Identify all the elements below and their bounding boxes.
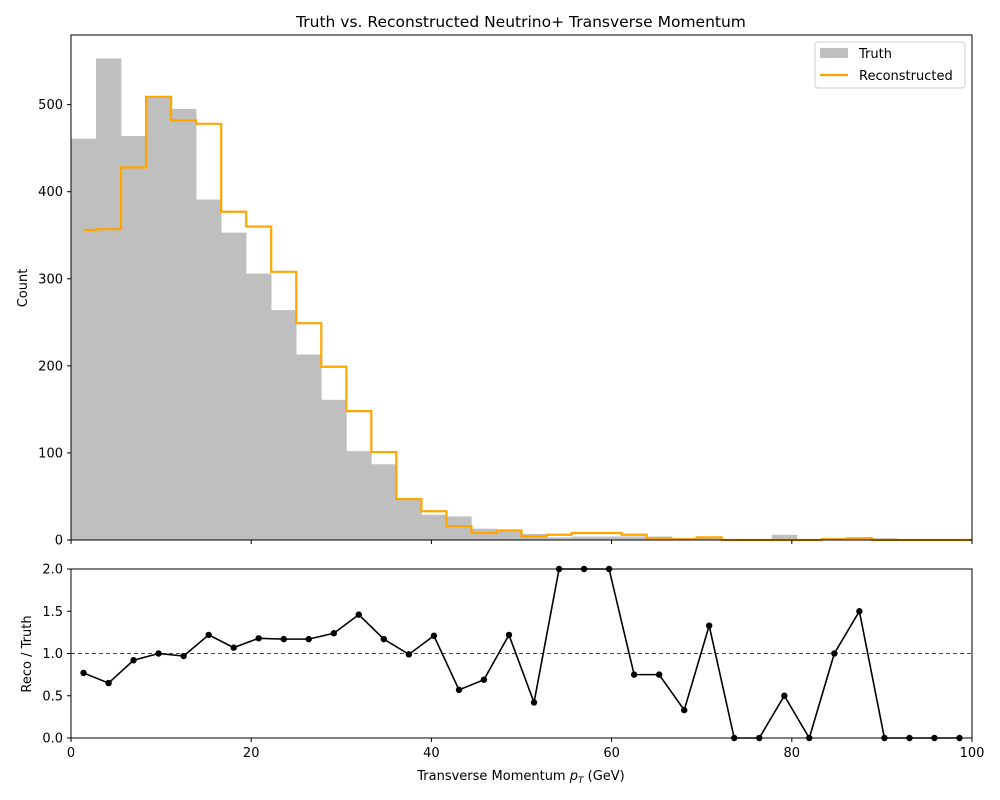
y-tick-label: 0 [55,534,63,549]
ratio-point [255,635,262,642]
y-tick-label: 1.5 [42,605,63,620]
legend-truth-swatch [820,48,848,58]
y-tick-label: 500 [38,98,63,113]
truth-bar [396,499,422,540]
x-axis-label-suffix: (GeV) [584,769,625,784]
truth-bar [71,138,97,541]
truth-bar [571,536,597,540]
x-tick-label: 40 [423,746,440,761]
truth-bar [96,58,122,541]
truth-bar [371,464,397,540]
x-tick-label: 0 [67,746,75,761]
legend-reconstructed-label: Reconstructed [859,69,953,84]
ratio-point [430,632,438,639]
truth-bar [771,534,798,540]
truth-bar [346,451,372,540]
y-tick-label: 0.0 [42,732,63,747]
ratio-point [655,671,663,678]
ratio-point [80,669,87,677]
ratio-point [480,676,488,683]
histogram-x-ticks [70,540,973,544]
truth-bar [696,537,723,540]
truth-bar [471,528,497,540]
ratio-y-axis-label: Reco / Truth [20,615,35,692]
ratio-line [83,568,960,740]
ratio-point [405,651,413,658]
x-axis-label-prefix: Transverse Momentum [416,769,570,784]
ratio-y-ticks: 0.0 0.5 1.0 1.5 2.0 [42,563,71,747]
truth-bar [496,531,522,540]
y-tick-label: 300 [38,272,63,287]
truth-bar [621,536,647,540]
y-tick-label: 2.0 [42,563,63,578]
truth-bar [246,273,272,540]
ratio-point [355,611,362,618]
ratio-point [630,671,638,678]
ratio-point [530,699,538,706]
x-tick-label: 60 [603,746,620,761]
truth-bar [196,199,222,540]
y-tick-label: 0.5 [42,689,63,704]
truth-histogram [71,58,973,541]
legend-truth-label: Truth [858,47,892,62]
legend: Truth Reconstructed [814,41,966,89]
ratio-point [180,652,187,660]
x-axis-label-subscript: T [578,776,585,786]
histogram-panel: 0 100 200 300 400 500 Count Truth Reconstruct… [16,34,973,549]
y-tick-label: 1.0 [42,647,63,662]
ratio-point [856,608,863,615]
truth-bar [121,136,147,540]
truth-bar [171,109,197,541]
legend-box [814,41,966,89]
histogram-y-ticks: 0 100 200 300 400 500 [38,98,71,549]
ratio-x-ticks: 0 20 40 60 80 100 [67,738,985,761]
truth-bar [596,536,622,540]
ratio-point [205,631,212,639]
y-tick-label: 400 [38,185,63,200]
truth-bar [146,97,172,541]
truth-bar [446,516,472,540]
truth-bar [271,310,297,540]
ratio-point [130,657,137,664]
truth-bar [321,399,347,540]
ratio-point [831,650,838,657]
ratio-point [505,631,513,639]
ratio-point [681,706,688,714]
ratio-point [781,692,788,699]
x-tick-label: 100 [960,746,985,761]
histogram-axes-frame [70,34,973,541]
truth-bar [546,537,572,540]
ratio-point [105,679,112,687]
ratio-points [80,565,963,742]
ratio-point [155,650,162,657]
ratio-point [230,644,237,651]
truth-bar [296,354,322,540]
x-tick-label: 80 [784,746,801,761]
x-axis-label-symbol: p [569,769,578,784]
truth-bar [421,514,447,540]
ratio-point [705,622,713,629]
ratio-point [455,686,463,694]
x-tick-label: 20 [243,746,260,761]
histogram-y-axis-label: Count [16,269,31,308]
ratio-point [280,635,287,643]
y-tick-label: 100 [38,446,63,461]
ratio-point [380,635,388,643]
chart-title: Truth vs. Reconstructed Neutrino+ Transv… [295,13,746,31]
ratio-point [305,635,312,643]
y-tick-label: 200 [38,359,63,374]
ratio-panel: 0.0 0.5 1.0 1.5 2.0 0 20 40 60 80 100 Reco / Trut… [20,563,984,787]
truth-bar [221,232,247,540]
ratio-point [330,630,338,637]
x-axis-label: Transverse Momentum pT (GeV) [416,769,625,786]
